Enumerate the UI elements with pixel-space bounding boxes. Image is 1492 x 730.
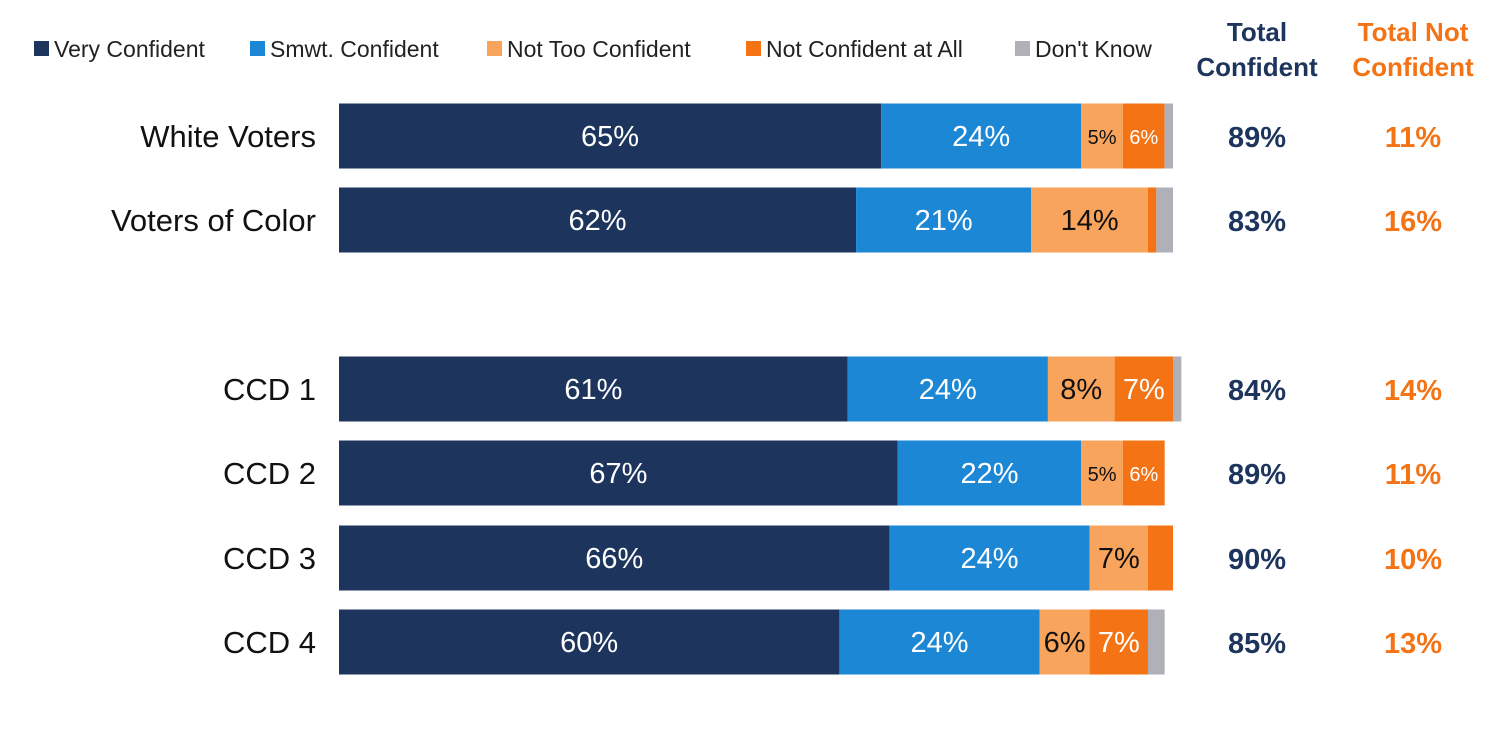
bar-segment-ccd-3-not-too-confident[interactable]: [1089, 525, 1148, 591]
data-label-ccd-2-not-too-confident: 5%: [1088, 464, 1117, 486]
total-confident-ccd-1: 84%: [1228, 375, 1286, 407]
bar-segment-ccd-4-not-confident-at-all[interactable]: [1089, 609, 1148, 675]
bar-segment-ccd-3-very-confident[interactable]: [339, 525, 890, 591]
legend-label-very-confident: Very Confident: [54, 36, 205, 62]
data-label-ccd-1-not-too-confident: 8%: [1060, 374, 1102, 406]
legend-swatch-not-confident-at-all: [746, 41, 761, 56]
category-label-white-voters: White Voters: [140, 119, 316, 154]
data-label-ccd-2-not-confident-at-all: 6%: [1129, 464, 1158, 486]
bar-segment-white-voters-very-confident[interactable]: [339, 103, 882, 169]
category-label-voters-of-color: Voters of Color: [111, 203, 316, 238]
bar-segment-white-voters-not-too-confident[interactable]: [1081, 103, 1123, 169]
total-confident-header-line-2: Confident: [1196, 52, 1318, 82]
legend-swatch-very-confident: [34, 41, 49, 56]
bar-segment-ccd-4-very-confident[interactable]: [339, 609, 840, 675]
data-label-voters-of-color-not-too-confident: 14%: [1061, 205, 1119, 237]
total-confident-voters-of-color: 83%: [1228, 206, 1286, 238]
total-confident-ccd-3: 90%: [1228, 544, 1286, 576]
bar-segment-voters-of-color-smwt-confident[interactable]: [856, 187, 1032, 253]
bar-segment-ccd-2-not-confident-at-all[interactable]: [1122, 440, 1165, 506]
total-not-confident-ccd-4: 13%: [1384, 628, 1442, 660]
data-label-ccd-2-smwt-confident: 22%: [960, 458, 1018, 490]
data-label-white-voters-very-confident: 65%: [581, 121, 639, 153]
total-confident-white-voters: 89%: [1228, 122, 1286, 154]
total-not-confident-ccd-1: 14%: [1384, 375, 1442, 407]
data-label-ccd-1-very-confident: 61%: [564, 374, 622, 406]
legend-label-smwt-confident: Smwt. Confident: [270, 36, 439, 62]
data-label-ccd-4-very-confident: 60%: [560, 627, 618, 659]
legend-label-don-t-know: Don't Know: [1035, 36, 1152, 62]
category-label-ccd-1: CCD 1: [223, 372, 316, 407]
data-label-white-voters-not-confident-at-all: 6%: [1129, 127, 1158, 149]
total-not-confident-ccd-3: 10%: [1384, 544, 1442, 576]
data-label-white-voters-smwt-confident: 24%: [952, 121, 1010, 153]
legend-label-not-too-confident: Not Too Confident: [507, 36, 691, 62]
data-label-ccd-3-smwt-confident: 24%: [960, 543, 1018, 575]
data-label-ccd-1-not-confident-at-all: 7%: [1123, 374, 1165, 406]
total-not-confident-white-voters: 11%: [1385, 122, 1442, 154]
bar-segment-white-voters-not-confident-at-all[interactable]: [1122, 103, 1165, 169]
total-not-confident-header-line-2: Confident: [1352, 52, 1474, 82]
data-label-ccd-4-not-too-confident: 6%: [1044, 627, 1086, 659]
category-label-ccd-2: CCD 2: [223, 456, 316, 491]
bar-segment-ccd-1-very-confident[interactable]: [339, 356, 848, 422]
bar-segment-voters-of-color-very-confident[interactable]: [339, 187, 857, 253]
bar-segment-ccd-2-smwt-confident[interactable]: [897, 440, 1082, 506]
category-label-ccd-4: CCD 4: [223, 625, 316, 660]
bar-segment-voters-of-color-not-confident-at-all[interactable]: [1147, 187, 1157, 253]
total-confident-ccd-2: 89%: [1228, 459, 1286, 491]
data-label-ccd-4-not-confident-at-all: 7%: [1098, 627, 1140, 659]
category-label-ccd-3: CCD 3: [223, 541, 316, 576]
bar-segment-voters-of-color-don-t-know[interactable]: [1156, 187, 1173, 253]
bar-segment-ccd-1-not-confident-at-all[interactable]: [1114, 356, 1173, 422]
legend-swatch-don-t-know: [1015, 41, 1030, 56]
bar-segment-ccd-2-very-confident[interactable]: [339, 440, 898, 506]
data-label-ccd-4-smwt-confident: 24%: [910, 627, 968, 659]
total-not-confident-voters-of-color: 16%: [1384, 206, 1442, 238]
bar-segment-white-voters-don-t-know[interactable]: [1164, 103, 1173, 169]
bar-segment-ccd-2-not-too-confident[interactable]: [1081, 440, 1123, 506]
data-label-white-voters-not-too-confident: 5%: [1088, 127, 1117, 149]
bar-segment-ccd-4-smwt-confident[interactable]: [839, 609, 1040, 675]
legend-swatch-not-too-confident: [487, 41, 502, 56]
bar-segment-ccd-1-not-too-confident[interactable]: [1047, 356, 1115, 422]
total-not-confident-ccd-2: 11%: [1385, 459, 1442, 491]
bar-segment-ccd-3-smwt-confident[interactable]: [889, 525, 1090, 591]
data-label-ccd-2-very-confident: 67%: [589, 458, 647, 490]
bar-segment-ccd-1-don-t-know[interactable]: [1173, 356, 1182, 422]
bar-segment-ccd-4-not-too-confident[interactable]: [1039, 609, 1090, 675]
bar-segment-ccd-1-smwt-confident[interactable]: [847, 356, 1048, 422]
bar-segment-voters-of-color-not-too-confident[interactable]: [1031, 187, 1148, 253]
bar-segment-white-voters-smwt-confident[interactable]: [881, 103, 1082, 169]
data-label-ccd-3-very-confident: 66%: [585, 543, 643, 575]
data-label-voters-of-color-smwt-confident: 21%: [915, 205, 973, 237]
data-label-ccd-3-not-too-confident: 7%: [1098, 543, 1140, 575]
bar-segment-ccd-4-don-t-know[interactable]: [1147, 609, 1165, 675]
legend-swatch-smwt-confident: [250, 41, 265, 56]
data-label-ccd-1-smwt-confident: 24%: [919, 374, 977, 406]
bar-segment-ccd-3-not-confident-at-all[interactable]: [1147, 525, 1173, 591]
legend-label-not-confident-at-all: Not Confident at All: [766, 36, 963, 62]
data-label-voters-of-color-very-confident: 62%: [569, 205, 627, 237]
total-confident-header-line-1: Total: [1227, 17, 1287, 47]
total-confident-ccd-4: 85%: [1228, 628, 1286, 660]
total-not-confident-header-line-1: Total Not: [1358, 17, 1469, 47]
